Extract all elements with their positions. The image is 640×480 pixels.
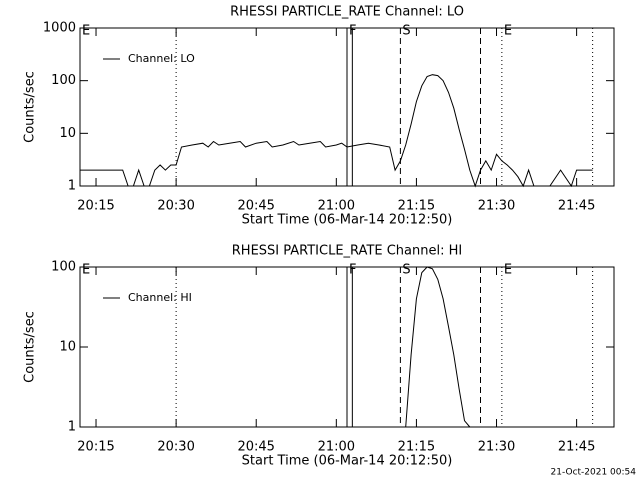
y-tick-label: 100 xyxy=(51,73,76,88)
x-tick-label: 21:30 xyxy=(478,440,515,455)
y-tick-label: 100 xyxy=(51,260,76,275)
data-line xyxy=(405,266,471,428)
x-tick-label: 21:15 xyxy=(398,440,435,455)
x-tick-label: 21:15 xyxy=(398,199,435,214)
x-tick-label: 20:30 xyxy=(157,440,194,455)
x-tick-label: 20:30 xyxy=(157,199,194,214)
legend-label: Channel: HI xyxy=(128,291,192,304)
y-tick-label: 10 xyxy=(59,126,76,141)
legend-label: Channel: LO xyxy=(128,52,195,65)
y-tick-label: 1 xyxy=(68,179,76,194)
x-tick-label: 20:45 xyxy=(237,440,274,455)
x-axis-label: Start Time (06-Mar-14 20:12:50) xyxy=(242,213,453,228)
time-marker-label: E xyxy=(504,24,512,39)
x-tick-label: 21:00 xyxy=(318,199,355,214)
y-axis-label: Counts/sec xyxy=(23,71,38,143)
x-axis-label: Start Time (06-Mar-14 20:12:50) xyxy=(242,454,453,469)
data-line xyxy=(80,74,593,188)
y-axis-label: Counts/sec xyxy=(23,311,38,383)
y-tick-label: 1 xyxy=(68,420,76,435)
time-marker-label: E xyxy=(504,263,512,278)
x-tick-label: 21:00 xyxy=(318,440,355,455)
x-tick-label: 20:15 xyxy=(77,199,114,214)
chart-title: RHESSI PARTICLE_RATE Channel: LO xyxy=(230,5,464,20)
y-tick-label: 1000 xyxy=(43,21,76,36)
y-tick-label: 10 xyxy=(59,340,76,355)
x-tick-label: 21:45 xyxy=(558,440,595,455)
x-tick-label: 20:45 xyxy=(237,199,274,214)
x-tick-label: 21:45 xyxy=(558,199,595,214)
time-marker-label: E xyxy=(82,24,90,39)
footer: 21-Oct-2021 00:54 xyxy=(551,468,637,478)
time-marker-label: S xyxy=(402,263,410,278)
time-marker-label: S xyxy=(402,24,410,39)
chart-title: RHESSI PARTICLE_RATE Channel: HI xyxy=(232,244,462,259)
x-tick-label: 20:15 xyxy=(77,440,114,455)
x-tick-label: 21:30 xyxy=(478,199,515,214)
time-marker-label: E xyxy=(82,263,90,278)
